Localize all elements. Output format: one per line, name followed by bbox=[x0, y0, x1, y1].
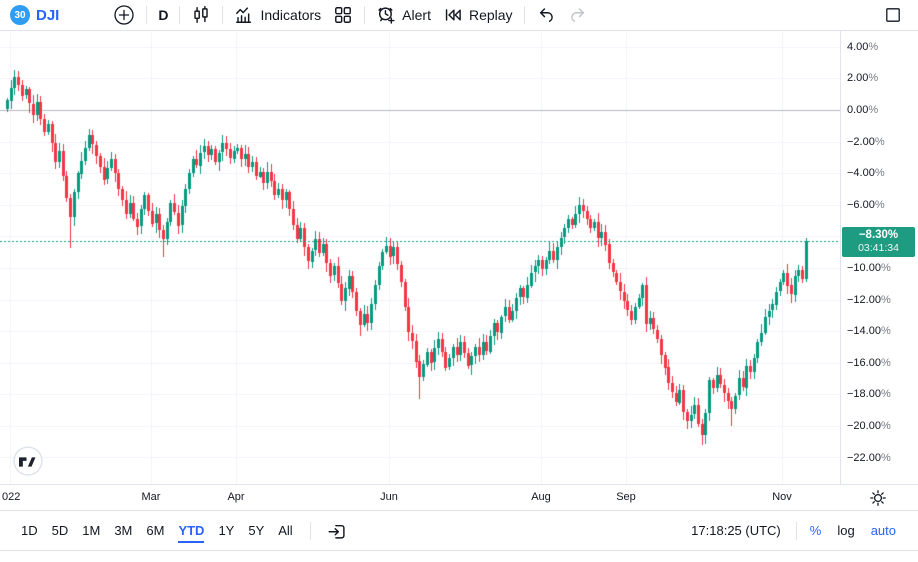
tv-glyph-bar bbox=[19, 457, 27, 467]
redo-arrow-icon bbox=[570, 8, 584, 22]
alert-clock-plus-icon bbox=[378, 7, 395, 24]
top-toolbar: 30 DJI D Indicators bbox=[0, 0, 918, 31]
indicator-templates-button[interactable] bbox=[327, 2, 359, 28]
redo-button[interactable] bbox=[562, 2, 594, 28]
price-tick-label: −12.00% bbox=[847, 293, 891, 306]
time-tick-label: 022 bbox=[2, 491, 21, 503]
bar-countdown: 03:41:34 bbox=[858, 242, 899, 255]
symbol-logo-badge: 30 bbox=[10, 5, 30, 25]
undo-button[interactable] bbox=[530, 2, 562, 28]
alert-label: Alert bbox=[402, 7, 431, 23]
price-tick-label: −20.00% bbox=[847, 419, 891, 432]
symbol-name: DJI bbox=[36, 6, 60, 24]
toolbar-separator bbox=[146, 6, 148, 24]
price-tick-label: −22.00% bbox=[847, 451, 891, 464]
replay-label: Replay bbox=[468, 7, 513, 23]
price-tick-label: 0.00% bbox=[847, 104, 879, 116]
price-axis[interactable]: −8.30% 03:41:34 4.00% 2.00% 0.00% −2.00% −4.… bbox=[840, 31, 918, 484]
time-tick-label: Aug bbox=[531, 491, 551, 503]
range-button-5y[interactable]: 5Y bbox=[241, 518, 271, 543]
candlestick-chart-icon bbox=[194, 5, 209, 23]
indicators-icon bbox=[236, 7, 252, 23]
price-tick-label: −2.00% bbox=[847, 135, 885, 148]
range-button-5d[interactable]: 5D bbox=[45, 518, 76, 543]
tradingview-logo[interactable] bbox=[13, 446, 43, 476]
toolbar-separator bbox=[795, 521, 797, 540]
fullscreen-square-icon bbox=[886, 8, 900, 22]
toolbar-separator bbox=[222, 6, 224, 24]
symbol-button[interactable]: 30 DJI bbox=[8, 2, 65, 28]
time-tick-label: Mar bbox=[141, 491, 161, 503]
range-button-1y[interactable]: 1Y bbox=[211, 518, 241, 543]
time-axis[interactable]: 022 Mar Apr Jun Aug Sep Nov bbox=[0, 484, 918, 510]
toolbar-separator bbox=[309, 521, 311, 540]
time-tick-label: Sep bbox=[616, 491, 636, 503]
price-tick-label: −4.00% bbox=[847, 167, 885, 180]
price-tick-label: 2.00% bbox=[847, 72, 879, 85]
bottom-toolbar: 1D 5D 1M 3M 6M YTD 1Y 5Y All 17:18:25 (UTC) % lo… bbox=[0, 510, 918, 551]
indicators-label: Indicators bbox=[260, 7, 322, 23]
range-button-1d[interactable]: 1D bbox=[14, 518, 45, 543]
undo-arrow-icon bbox=[539, 8, 553, 22]
last-price-label: −8.30% bbox=[858, 229, 899, 242]
go-to-date-button[interactable] bbox=[321, 518, 353, 544]
time-tick-label: Jun bbox=[380, 491, 398, 503]
time-tick-label: Nov bbox=[772, 491, 792, 503]
plus-circle-icon bbox=[114, 5, 134, 25]
replay-button[interactable]: Replay bbox=[437, 2, 519, 28]
range-button-6m[interactable]: 6M bbox=[139, 518, 171, 543]
session-clock[interactable]: 17:18:25 (UTC) bbox=[691, 523, 781, 538]
range-button-1m[interactable]: 1M bbox=[75, 518, 107, 543]
gear-icon[interactable] bbox=[869, 489, 887, 512]
price-badge: −8.30% 03:41:34 bbox=[842, 227, 915, 258]
indicators-button[interactable]: Indicators bbox=[228, 2, 327, 28]
toolbar-separator bbox=[179, 6, 181, 24]
tv-glyph-slash bbox=[27, 457, 36, 467]
price-tick-label: −10.00% bbox=[847, 261, 891, 274]
range-button-3m[interactable]: 3M bbox=[107, 518, 139, 543]
time-tick-label: Apr bbox=[227, 491, 245, 503]
interval-button[interactable]: D bbox=[152, 4, 174, 26]
fullscreen-button[interactable] bbox=[878, 3, 908, 27]
log-scale-button[interactable]: log bbox=[829, 519, 862, 542]
price-tick-label: −16.00% bbox=[847, 356, 891, 369]
interval-label: D bbox=[158, 7, 169, 23]
compare-add-symbol-button[interactable] bbox=[107, 1, 141, 29]
toolbar-separator bbox=[364, 6, 366, 24]
price-tick-label: −18.00% bbox=[847, 388, 891, 401]
go-to-date-icon bbox=[328, 524, 345, 539]
candlestick-chart[interactable] bbox=[0, 31, 840, 484]
price-tick-label: 4.00% bbox=[847, 40, 879, 53]
chart-type-button[interactable] bbox=[185, 2, 217, 28]
grid-templates-icon bbox=[335, 7, 352, 23]
percent-scale-button[interactable]: % bbox=[802, 519, 830, 542]
price-tick-label: −14.00% bbox=[847, 325, 891, 338]
chart-area[interactable] bbox=[0, 31, 840, 484]
price-tick-label: −6.00% bbox=[847, 198, 885, 211]
auto-scale-button[interactable]: auto bbox=[863, 519, 904, 542]
replay-rewind-icon bbox=[445, 9, 461, 21]
range-button-all[interactable]: All bbox=[271, 518, 299, 543]
range-button-ytd[interactable]: YTD bbox=[171, 518, 211, 543]
toolbar-separator bbox=[523, 6, 525, 24]
alert-button[interactable]: Alert bbox=[370, 2, 437, 28]
